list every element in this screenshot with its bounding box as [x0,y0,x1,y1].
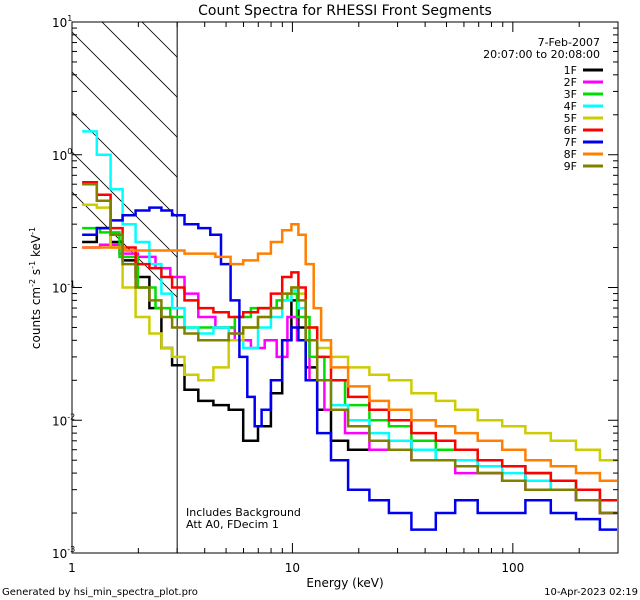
time-range-label: 20:07:00 to 20:08:00 [483,48,600,61]
y-tick-label-exp: 1 [67,14,72,23]
y-tick-label-base: 10 [52,282,67,296]
legend-label-2f: 2F [564,76,577,89]
legend-label-5f: 5F [564,112,577,125]
y-tick-label: 100 [52,147,72,163]
y-tick-label-base: 10 [52,547,67,561]
y-label-mid: s [29,269,43,279]
y-tick-label: 10-3 [52,545,75,561]
hatch-line [141,22,178,58]
series-line-7f [82,206,617,531]
y-tick-label-base: 10 [52,16,67,30]
y-axis-label: counts cm-2 s-1 keV-1 [28,227,43,349]
y-label-exp3: -1 [28,227,37,235]
x-axis-label: Energy (keV) [306,576,383,590]
x-tick-label: 1 [68,561,76,575]
footer-generated-by: Generated by hsi_min_spectra_plot.pro [2,587,198,598]
series-line-9f [82,182,617,515]
series-group [82,130,617,531]
date-label: 7-Feb-2007 [538,36,600,49]
x-tick-label: 100 [501,561,524,575]
y-label-tail: keV [29,234,43,261]
y-tick-label-exp: -2 [67,412,75,421]
hatch-line [72,111,178,218]
y-tick-label: 101 [52,14,72,30]
legend-label-8f: 8F [564,148,577,161]
y-tick-label: 10-2 [52,412,75,428]
hatch-line [101,22,178,98]
y-label-exp1: -2 [28,279,37,287]
chart-title: Count Spectra for RHESSI Front Segments [198,3,492,19]
y-label-base: counts cm [29,287,43,349]
y-tick-label-exp: -1 [67,280,75,289]
legend-label-3f: 3F [564,88,577,101]
y-tick-label: 10-1 [52,280,75,296]
y-tick-label-base: 10 [52,149,67,163]
legend-label-9f: 9F [564,160,577,173]
footer-timestamp: 10-Apr-2023 02:19 [544,587,638,598]
legend-label-4f: 4F [564,100,577,113]
legend-label-7f: 7F [564,136,577,149]
hatch-line [72,191,178,298]
series-line-4f [82,130,617,502]
series-line-6f [82,181,617,502]
y-tick-label-base: 10 [52,414,67,428]
annotation-attenuator: Att A0, FDecim 1 [186,518,279,531]
series-line-8f [82,222,617,483]
annotation-background: Includes Background [186,506,301,519]
y-tick-label-exp: -3 [67,545,75,554]
legend-label-6f: 6F [564,124,577,137]
legend-label-1f: 1F [564,64,577,77]
hatch-line [72,71,178,178]
hatch-line [72,151,178,258]
y-tick-label-exp: 0 [67,147,72,156]
y-label-exp2: -1 [28,261,37,269]
x-tick-label: 10 [285,561,300,575]
hatch-line [72,31,178,138]
